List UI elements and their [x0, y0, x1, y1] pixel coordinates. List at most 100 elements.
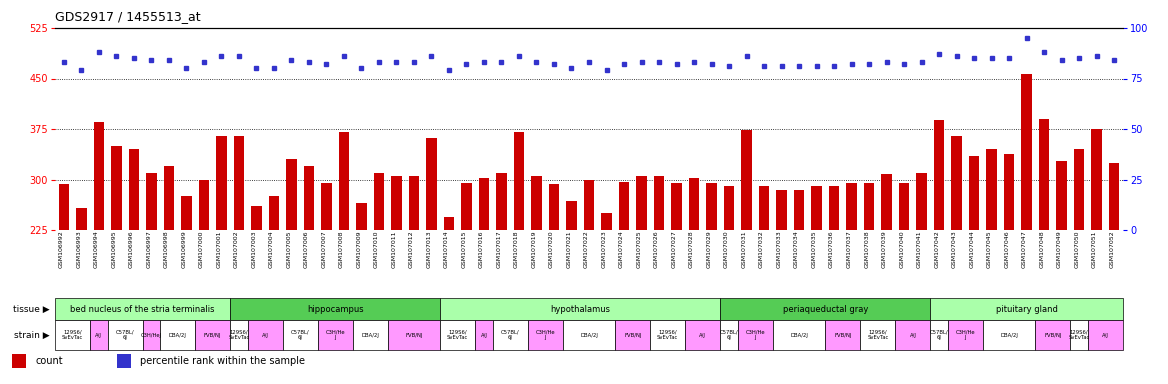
Text: C3H/He
J: C3H/He J	[955, 329, 975, 340]
Bar	[479, 178, 489, 230]
Bar	[76, 209, 86, 230]
Text: 129S6/
SvEvTac: 129S6/ SvEvTac	[867, 329, 889, 340]
Bar	[948, 320, 983, 350]
Bar	[1036, 320, 1071, 350]
Bar	[58, 184, 69, 230]
Text: GSM107003: GSM107003	[251, 230, 256, 268]
Bar	[689, 178, 700, 230]
Bar	[777, 190, 787, 230]
Text: FVB/NJ: FVB/NJ	[834, 333, 851, 338]
Bar	[773, 320, 826, 350]
Text: GSM107036: GSM107036	[829, 230, 834, 268]
Text: GSM107050: GSM107050	[1075, 230, 1079, 268]
Text: C57BL/
6J: C57BL/ 6J	[116, 329, 134, 340]
Bar	[528, 320, 563, 350]
Bar	[321, 183, 332, 230]
Text: GSM107035: GSM107035	[812, 230, 816, 268]
Text: C3H/HeJ: C3H/HeJ	[140, 333, 162, 338]
Text: GSM107046: GSM107046	[1004, 230, 1009, 268]
Text: GSM107048: GSM107048	[1040, 230, 1044, 268]
Text: C3H/He
J: C3H/He J	[535, 329, 555, 340]
Text: GSM106993: GSM106993	[76, 230, 82, 268]
Text: GSM107019: GSM107019	[531, 230, 536, 268]
Bar	[794, 190, 805, 230]
Bar	[861, 320, 896, 350]
Bar	[549, 184, 559, 230]
Text: GSM107017: GSM107017	[496, 230, 501, 268]
Text: GSM107009: GSM107009	[356, 230, 361, 268]
Text: DBA/2J: DBA/2J	[580, 333, 598, 338]
Bar	[826, 320, 861, 350]
Text: GSM107018: GSM107018	[514, 230, 519, 268]
Bar	[493, 320, 528, 350]
Bar	[230, 298, 440, 320]
Bar	[896, 320, 931, 350]
Text: A/J: A/J	[1103, 333, 1108, 338]
Bar	[847, 183, 857, 230]
Text: DBA/2J: DBA/2J	[1000, 333, 1018, 338]
Text: GSM107015: GSM107015	[461, 230, 466, 268]
Text: GSM107039: GSM107039	[882, 230, 887, 268]
Text: strain ▶: strain ▶	[14, 331, 50, 339]
Text: GSM107016: GSM107016	[479, 230, 484, 268]
Bar	[461, 183, 472, 230]
Bar	[199, 179, 209, 230]
Bar	[475, 320, 493, 350]
Bar	[917, 173, 927, 230]
Bar	[1040, 119, 1050, 230]
Bar	[651, 320, 686, 350]
Text: 129S6/
SvEvTac: 129S6/ SvEvTac	[1069, 329, 1090, 340]
Text: GSM107026: GSM107026	[654, 230, 659, 268]
Text: hypothalamus: hypothalamus	[550, 305, 610, 313]
Text: GSM107023: GSM107023	[602, 230, 606, 268]
Text: C57BL/
6J: C57BL/ 6J	[501, 329, 520, 340]
Text: GSM106997: GSM106997	[146, 230, 152, 268]
Bar	[230, 320, 248, 350]
Bar	[55, 320, 90, 350]
Text: GSM107037: GSM107037	[847, 230, 851, 268]
Bar	[619, 182, 630, 230]
Bar	[388, 320, 440, 350]
Text: GSM106992: GSM106992	[58, 230, 64, 268]
Text: GSM107042: GSM107042	[934, 230, 939, 268]
Bar	[812, 186, 822, 230]
Bar	[409, 176, 419, 230]
Bar	[444, 217, 454, 230]
Text: GSM107031: GSM107031	[742, 230, 746, 268]
Text: C57BL/
6J: C57BL/ 6J	[719, 329, 738, 340]
Bar	[983, 320, 1036, 350]
Bar	[672, 183, 682, 230]
Text: DBA/2J: DBA/2J	[361, 333, 380, 338]
Text: GSM107024: GSM107024	[619, 230, 624, 268]
Bar	[164, 166, 174, 230]
Text: GSM107012: GSM107012	[409, 230, 413, 268]
Text: GSM107038: GSM107038	[864, 230, 869, 268]
Bar	[899, 183, 910, 230]
Text: GSM106994: GSM106994	[93, 230, 99, 268]
Text: GSM107049: GSM107049	[1057, 230, 1062, 268]
Text: C57BL/
6J: C57BL/ 6J	[930, 329, 948, 340]
Text: A/J: A/J	[480, 333, 487, 338]
Text: A/J: A/J	[700, 333, 707, 338]
Bar	[269, 196, 279, 230]
Bar	[440, 320, 475, 350]
Bar	[339, 132, 349, 230]
Text: percentile rank within the sample: percentile rank within the sample	[140, 356, 305, 366]
Text: A/J: A/J	[910, 333, 917, 338]
Bar	[1022, 74, 1033, 230]
Text: 129S6/
SvEvTac: 129S6/ SvEvTac	[228, 329, 250, 340]
Text: count: count	[35, 356, 63, 366]
Text: 129S6/
SvEvTac: 129S6/ SvEvTac	[62, 329, 83, 340]
Text: FVB/NJ: FVB/NJ	[1044, 333, 1062, 338]
Text: GSM106996: GSM106996	[128, 230, 134, 268]
Bar	[426, 138, 437, 230]
Text: GSM107032: GSM107032	[759, 230, 764, 268]
Bar	[686, 320, 721, 350]
Bar	[391, 176, 402, 230]
Text: GSM107052: GSM107052	[1110, 230, 1114, 268]
Text: hippocampus: hippocampus	[307, 305, 363, 313]
Bar	[1057, 161, 1068, 230]
Bar	[721, 320, 738, 350]
Bar	[721, 298, 931, 320]
Text: 129S6/
SvEvTac: 129S6/ SvEvTac	[447, 329, 468, 340]
